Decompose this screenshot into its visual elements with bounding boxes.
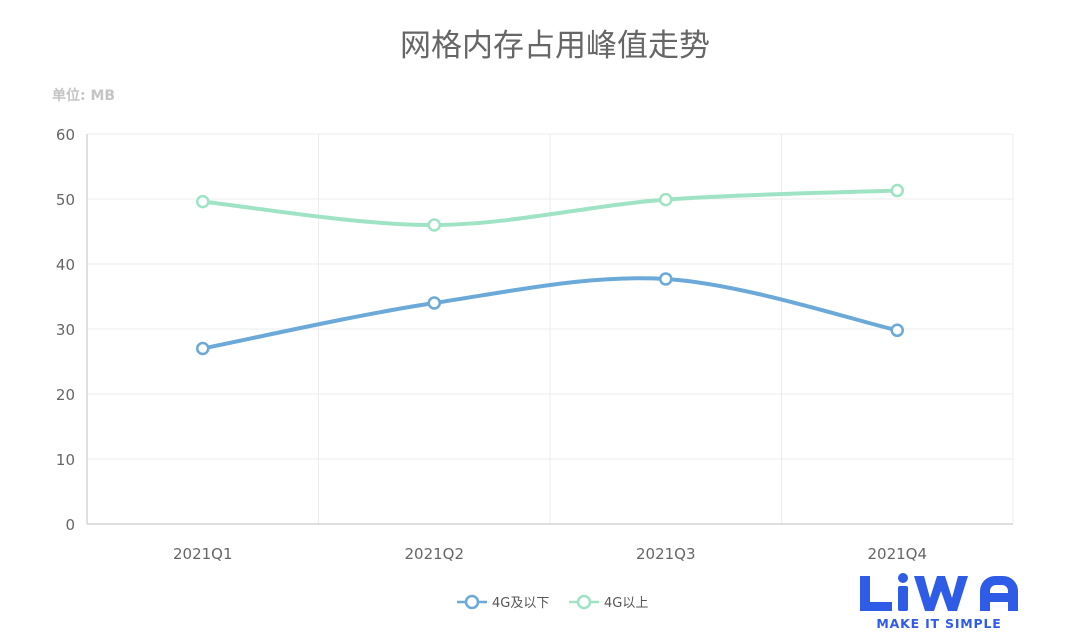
x-tick-label: 2021Q3 (636, 545, 696, 563)
logo-tagline: MAKE IT SIMPLE (876, 616, 1001, 631)
x-tick-label: 2021Q2 (404, 545, 464, 563)
series-line-2 (200, 188, 900, 228)
data-point-1[interactable] (196, 341, 210, 356)
liwa-wordmark-graphic (860, 573, 1018, 611)
data-point-1[interactable] (427, 296, 441, 310)
y-tick-label: 30 (56, 321, 75, 339)
y-tick-label: 50 (56, 191, 75, 209)
y-tick-labels: 0 10 20 30 40 50 60 (56, 126, 75, 534)
x-tick-label: 2021Q4 (867, 545, 927, 563)
data-point-2[interactable] (659, 192, 673, 207)
chart-title: 网格内存占用峰值走势 (400, 28, 710, 64)
liwa-logo: MAKE IT SIMPLE (860, 573, 1018, 631)
grid (87, 133, 1014, 524)
legend-item-2[interactable]: 4G以上 (569, 594, 648, 611)
series (196, 183, 904, 356)
y-tick-label: 60 (56, 126, 75, 144)
data-point-2[interactable] (890, 183, 904, 198)
y-tick-label: 40 (56, 256, 75, 274)
data-point-2[interactable] (427, 218, 441, 232)
data-point-1[interactable] (890, 323, 904, 338)
legend-label: 4G及以下 (492, 596, 549, 611)
legend[interactable]: 4G及以下 4G以上 (457, 594, 648, 611)
legend-item-1[interactable]: 4G及以下 (457, 594, 549, 611)
x-tick-labels: 2021Q1 2021Q2 2021Q3 2021Q4 (173, 545, 927, 563)
y-unit-label: 单位: MB (52, 87, 115, 104)
y-tick-label: 10 (56, 451, 75, 469)
y-tick-label: 0 (65, 516, 75, 534)
axes (86, 134, 1013, 525)
x-tick-label: 2021Q1 (173, 545, 233, 563)
legend-marker (464, 594, 480, 610)
y-tick-label: 20 (56, 386, 75, 404)
series-line-1 (200, 276, 900, 351)
legend-marker (576, 594, 592, 610)
legend-label: 4G以上 (604, 596, 648, 611)
data-point-1[interactable] (659, 272, 673, 286)
data-point-2[interactable] (196, 194, 210, 209)
